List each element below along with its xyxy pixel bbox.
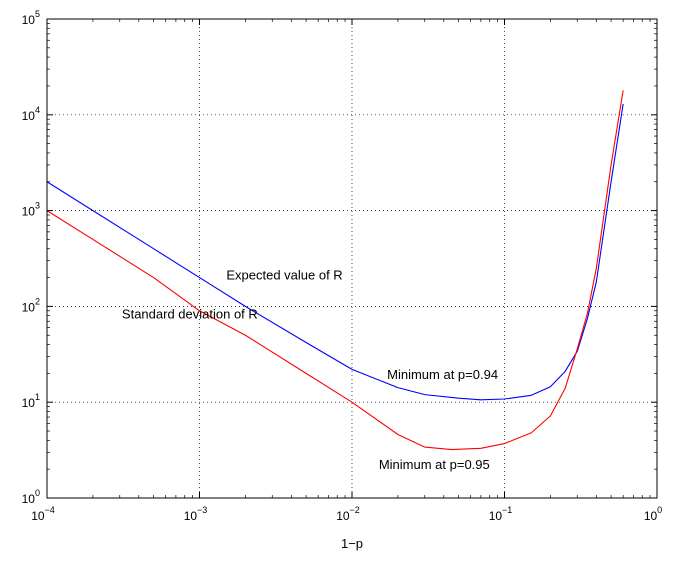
annotation-label: Standard deviation of R: [122, 306, 258, 321]
y-tick-label: 104: [22, 105, 40, 123]
series-line-2: [46, 90, 624, 451]
x-tick-label: 100: [644, 505, 662, 523]
x-tick-label: 10−2: [336, 505, 360, 523]
y-tick-label: 105: [22, 9, 40, 27]
ticks: [46, 18, 658, 499]
annotations: Expected value of R Standard deviation of…: [122, 268, 498, 472]
y-tick-label: 100: [22, 488, 40, 506]
annotation-label: Minimum at p=0.94: [387, 367, 498, 382]
annotation-label: Minimum at p=0.95: [379, 457, 490, 472]
x-tick-label: 10−4: [31, 505, 55, 523]
series-layer: [46, 90, 624, 451]
x-tick-labels: 10−4 10−3 10−2 10−1 100: [31, 505, 662, 523]
y-tick-labels: 100 101 102 103 104 105: [22, 9, 40, 506]
y-tick-label: 103: [22, 201, 40, 219]
y-tick-label: 101: [22, 392, 40, 410]
y-tick-label: 102: [22, 296, 40, 314]
x-axis-label: 1−p: [341, 536, 363, 551]
x-tick-label: 10−3: [184, 505, 208, 523]
annotation-label: Expected value of R: [226, 268, 342, 283]
x-tick-label: 10−1: [489, 505, 513, 523]
plot-background: [47, 19, 657, 498]
series-line-1: [46, 103, 624, 401]
